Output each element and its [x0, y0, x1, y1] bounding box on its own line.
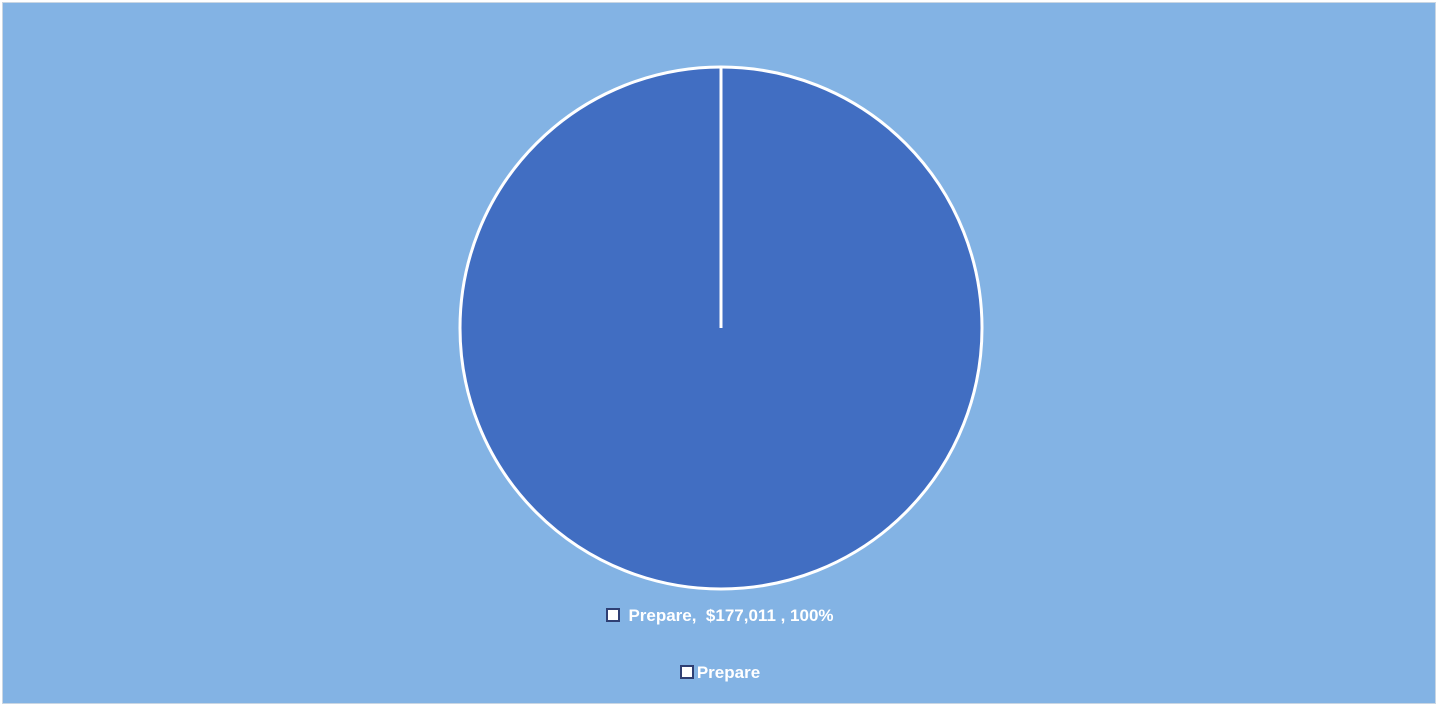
legend: Prepare — [0, 661, 1440, 685]
label-marker-icon — [606, 608, 621, 622]
legend-entry-prepare: Prepare — [696, 663, 761, 682]
legend-swatch-icon — [679, 665, 694, 679]
data-label-prepare: Prepare, $177,011 , 100% — [0, 604, 1440, 628]
pie-slices — [458, 65, 984, 591]
data-label-text: Prepare, $177,011 , 100% — [628, 606, 834, 625]
